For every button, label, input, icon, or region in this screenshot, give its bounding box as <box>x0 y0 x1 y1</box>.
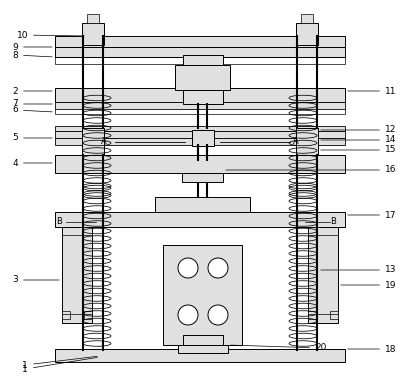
Bar <box>330 218 338 226</box>
Bar <box>183 335 223 345</box>
Circle shape <box>178 258 198 278</box>
Bar <box>55 131 345 138</box>
Bar <box>55 126 345 131</box>
Bar <box>84 218 92 226</box>
Text: 3: 3 <box>12 276 59 285</box>
Bar <box>55 47 345 57</box>
Text: 4: 4 <box>13 158 52 168</box>
Text: 1: 1 <box>22 356 97 370</box>
Bar <box>87 14 99 23</box>
Bar <box>296 23 318 45</box>
Bar <box>55 155 345 173</box>
Bar <box>178 345 228 353</box>
Text: 6: 6 <box>12 105 52 114</box>
Text: 2: 2 <box>13 86 52 96</box>
Bar <box>62 218 92 323</box>
Bar <box>84 311 92 319</box>
Bar <box>301 14 313 23</box>
Text: 1: 1 <box>22 357 97 373</box>
Bar <box>308 218 316 226</box>
Text: 19: 19 <box>341 280 396 290</box>
Text: B: B <box>56 218 62 227</box>
Bar <box>296 128 318 155</box>
Text: 17: 17 <box>348 210 396 219</box>
Text: 16: 16 <box>226 166 396 174</box>
Bar <box>183 90 223 104</box>
Bar <box>55 349 345 362</box>
Text: 10: 10 <box>17 30 84 39</box>
Bar <box>155 197 250 212</box>
Text: 12: 12 <box>321 125 396 135</box>
Text: 15: 15 <box>321 146 396 155</box>
Bar <box>308 218 338 323</box>
Bar <box>175 65 230 90</box>
Bar <box>163 245 242 345</box>
Circle shape <box>178 305 198 325</box>
Bar <box>55 138 345 145</box>
Circle shape <box>208 258 228 278</box>
Text: A: A <box>101 138 107 147</box>
Bar <box>62 218 70 226</box>
Bar <box>55 102 345 109</box>
Bar <box>55 212 345 227</box>
Bar <box>330 311 338 319</box>
Text: 20: 20 <box>231 343 326 352</box>
Text: 8: 8 <box>12 50 52 60</box>
Circle shape <box>208 305 228 325</box>
Bar <box>62 311 70 319</box>
Text: B: B <box>330 218 336 227</box>
Text: 18: 18 <box>348 345 396 354</box>
Text: A: A <box>293 138 299 147</box>
Bar <box>192 130 214 146</box>
Bar <box>55 109 345 114</box>
Bar <box>183 55 223 65</box>
Bar <box>55 88 345 102</box>
Text: 9: 9 <box>12 42 52 52</box>
Bar <box>182 160 223 182</box>
Bar <box>55 36 345 47</box>
Bar <box>82 23 104 45</box>
Bar <box>308 311 316 319</box>
Text: 13: 13 <box>321 266 396 274</box>
Text: 11: 11 <box>348 86 396 96</box>
Text: 14: 14 <box>321 136 396 144</box>
Bar <box>55 57 345 64</box>
Text: 5: 5 <box>12 133 52 143</box>
Text: 7: 7 <box>12 100 52 108</box>
Bar <box>82 128 104 155</box>
